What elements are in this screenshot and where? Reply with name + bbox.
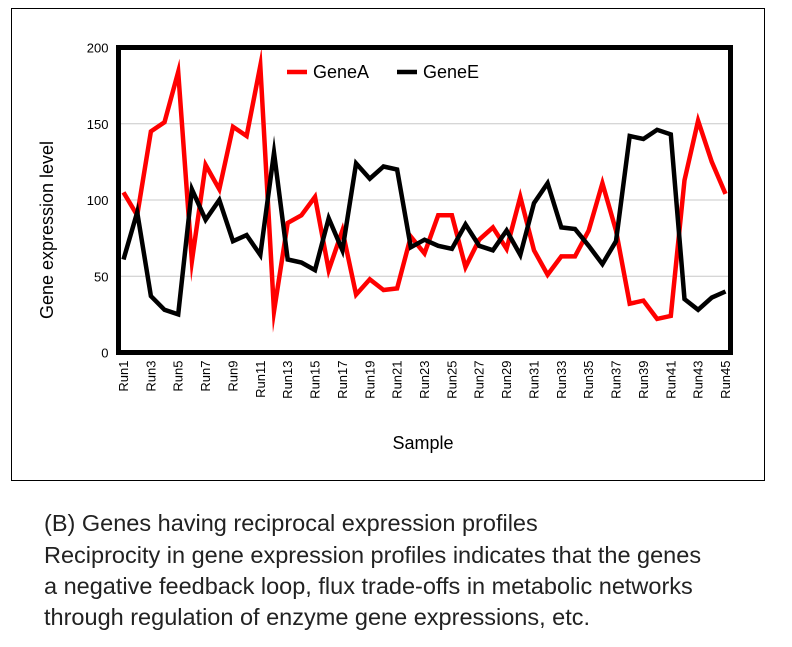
legend: GeneA GeneE <box>287 62 479 82</box>
chart-frame: 0 50 100 150 200 Run1 Run3 Run5 Run7 Run9 Run11 Ru… <box>11 8 765 481</box>
x-tick-label: Run39 <box>636 361 651 399</box>
x-tick-label: Run43 <box>691 361 706 399</box>
caption-title: (B) Genes having reciprocal expression p… <box>44 510 538 536</box>
y-tick-label: 0 <box>101 346 108 361</box>
x-tick-label: Run33 <box>554 361 569 399</box>
x-tick-label: Run5 <box>171 361 186 392</box>
x-tick-label: Run31 <box>526 361 541 399</box>
x-tick-label: Run19 <box>362 361 377 399</box>
x-tick-label: Run17 <box>335 361 350 399</box>
x-tick-label: Run7 <box>198 361 213 392</box>
x-tick-label: Run25 <box>444 361 459 399</box>
x-axis-label: Sample <box>392 433 453 453</box>
x-tick-label: Run23 <box>417 361 432 399</box>
legend-label: GeneE <box>423 62 479 82</box>
x-tick-label: Run13 <box>280 361 295 399</box>
y-axis-ticks: 0 50 100 150 200 <box>87 41 109 361</box>
x-tick-label: Run35 <box>581 361 596 399</box>
y-tick-label: 50 <box>94 269 108 284</box>
x-tick-label: Run27 <box>472 361 487 399</box>
x-tick-label: Run21 <box>390 361 405 399</box>
y-tick-label: 150 <box>87 117 109 132</box>
x-tick-label: Run1 <box>116 361 131 392</box>
caption-line: through regulation of enzyme gene expres… <box>44 604 591 630</box>
x-tick-label: Run9 <box>225 361 240 392</box>
caption-line: Reciprocity in gene expression profiles … <box>44 542 702 568</box>
plot-area-border <box>116 45 733 355</box>
caption-body: Reciprocity in gene expression profiles … <box>44 540 792 633</box>
x-axis-ticks: Run1 Run3 Run5 Run7 Run9 Run11 Run13 Run15 Run17… <box>116 361 733 399</box>
x-tick-label: Run3 <box>143 361 158 392</box>
series-line-genea <box>121 47 728 333</box>
x-tick-label: Run29 <box>499 361 514 399</box>
x-tick-label: Run11 <box>253 361 268 398</box>
x-tick-label: Run41 <box>663 361 678 399</box>
x-tick-label: Run15 <box>308 361 323 399</box>
series-layer <box>121 47 728 333</box>
y-tick-label: 100 <box>87 193 109 208</box>
series-line-genee <box>121 127 727 318</box>
y-tick-label: 200 <box>87 41 109 56</box>
x-tick-label: Run37 <box>609 361 624 399</box>
caption-line: a negative feedback loop, flux trade-off… <box>44 573 693 599</box>
x-tick-label: Run45 <box>718 361 733 399</box>
y-axis-label: Gene expression level <box>37 141 57 319</box>
legend-label: GeneA <box>313 62 369 82</box>
